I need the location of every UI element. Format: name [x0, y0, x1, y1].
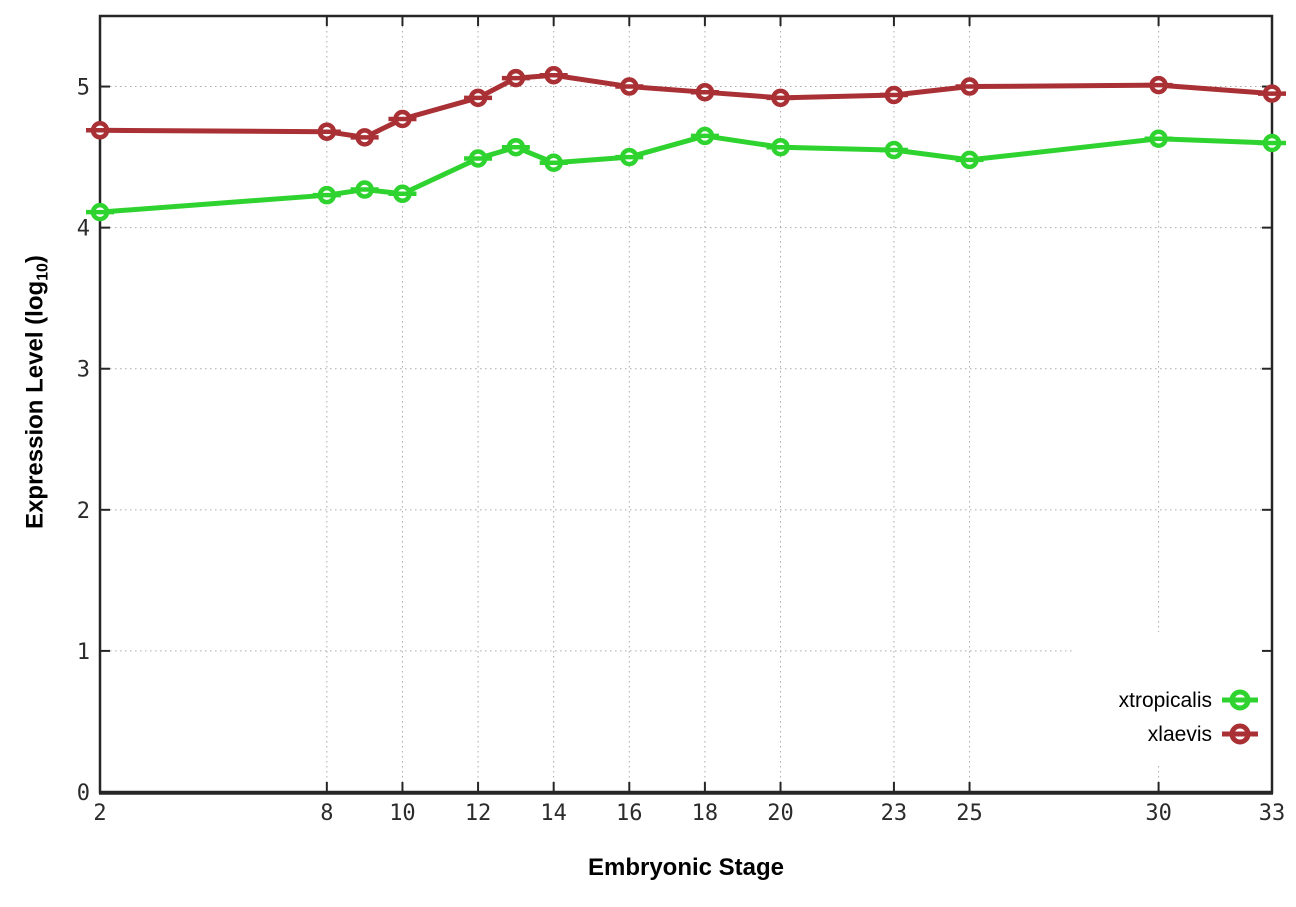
y-tick-label-1: 1 [77, 640, 90, 665]
x-tick-label-10: 10 [389, 801, 416, 826]
y-tick-label-3: 3 [77, 358, 90, 383]
x-tick-label-33: 33 [1259, 801, 1286, 826]
y-axis-title-text: Expression Level (log [21, 280, 49, 529]
x-tick-label-16: 16 [616, 801, 643, 826]
x-tick-label-12: 12 [465, 801, 492, 826]
x-tick-label-25: 25 [956, 801, 983, 826]
y-tick-label-0: 0 [77, 781, 90, 806]
x-tick-label-23: 23 [881, 801, 908, 826]
legend-label-xlaevis: xlaevis [1148, 723, 1212, 746]
y-tick-label-5: 5 [77, 76, 90, 101]
x-tick-label-2: 2 [93, 801, 106, 826]
legend-label-xtropicalis: xtropicalis [1119, 689, 1212, 712]
y-axis-title-subscript: 10 [34, 263, 52, 281]
x-tick-label-30: 30 [1145, 801, 1172, 826]
y-tick-label-2: 2 [77, 499, 90, 524]
y-tick-label-4: 4 [77, 217, 90, 242]
x-tick-label-20: 20 [767, 801, 794, 826]
series-xlaevis-line [97, 72, 1275, 140]
x-tick-label-8: 8 [320, 801, 333, 826]
y-axis-title-close: ) [21, 255, 49, 264]
series-xtropicalis-line [97, 133, 1275, 215]
x-tick-label-14: 14 [540, 801, 567, 826]
y-axis-title: Expression Level (log10) [22, 255, 53, 529]
x-tick-label-18: 18 [692, 801, 719, 826]
x-axis-title: Embryonic Stage [587, 854, 785, 881]
